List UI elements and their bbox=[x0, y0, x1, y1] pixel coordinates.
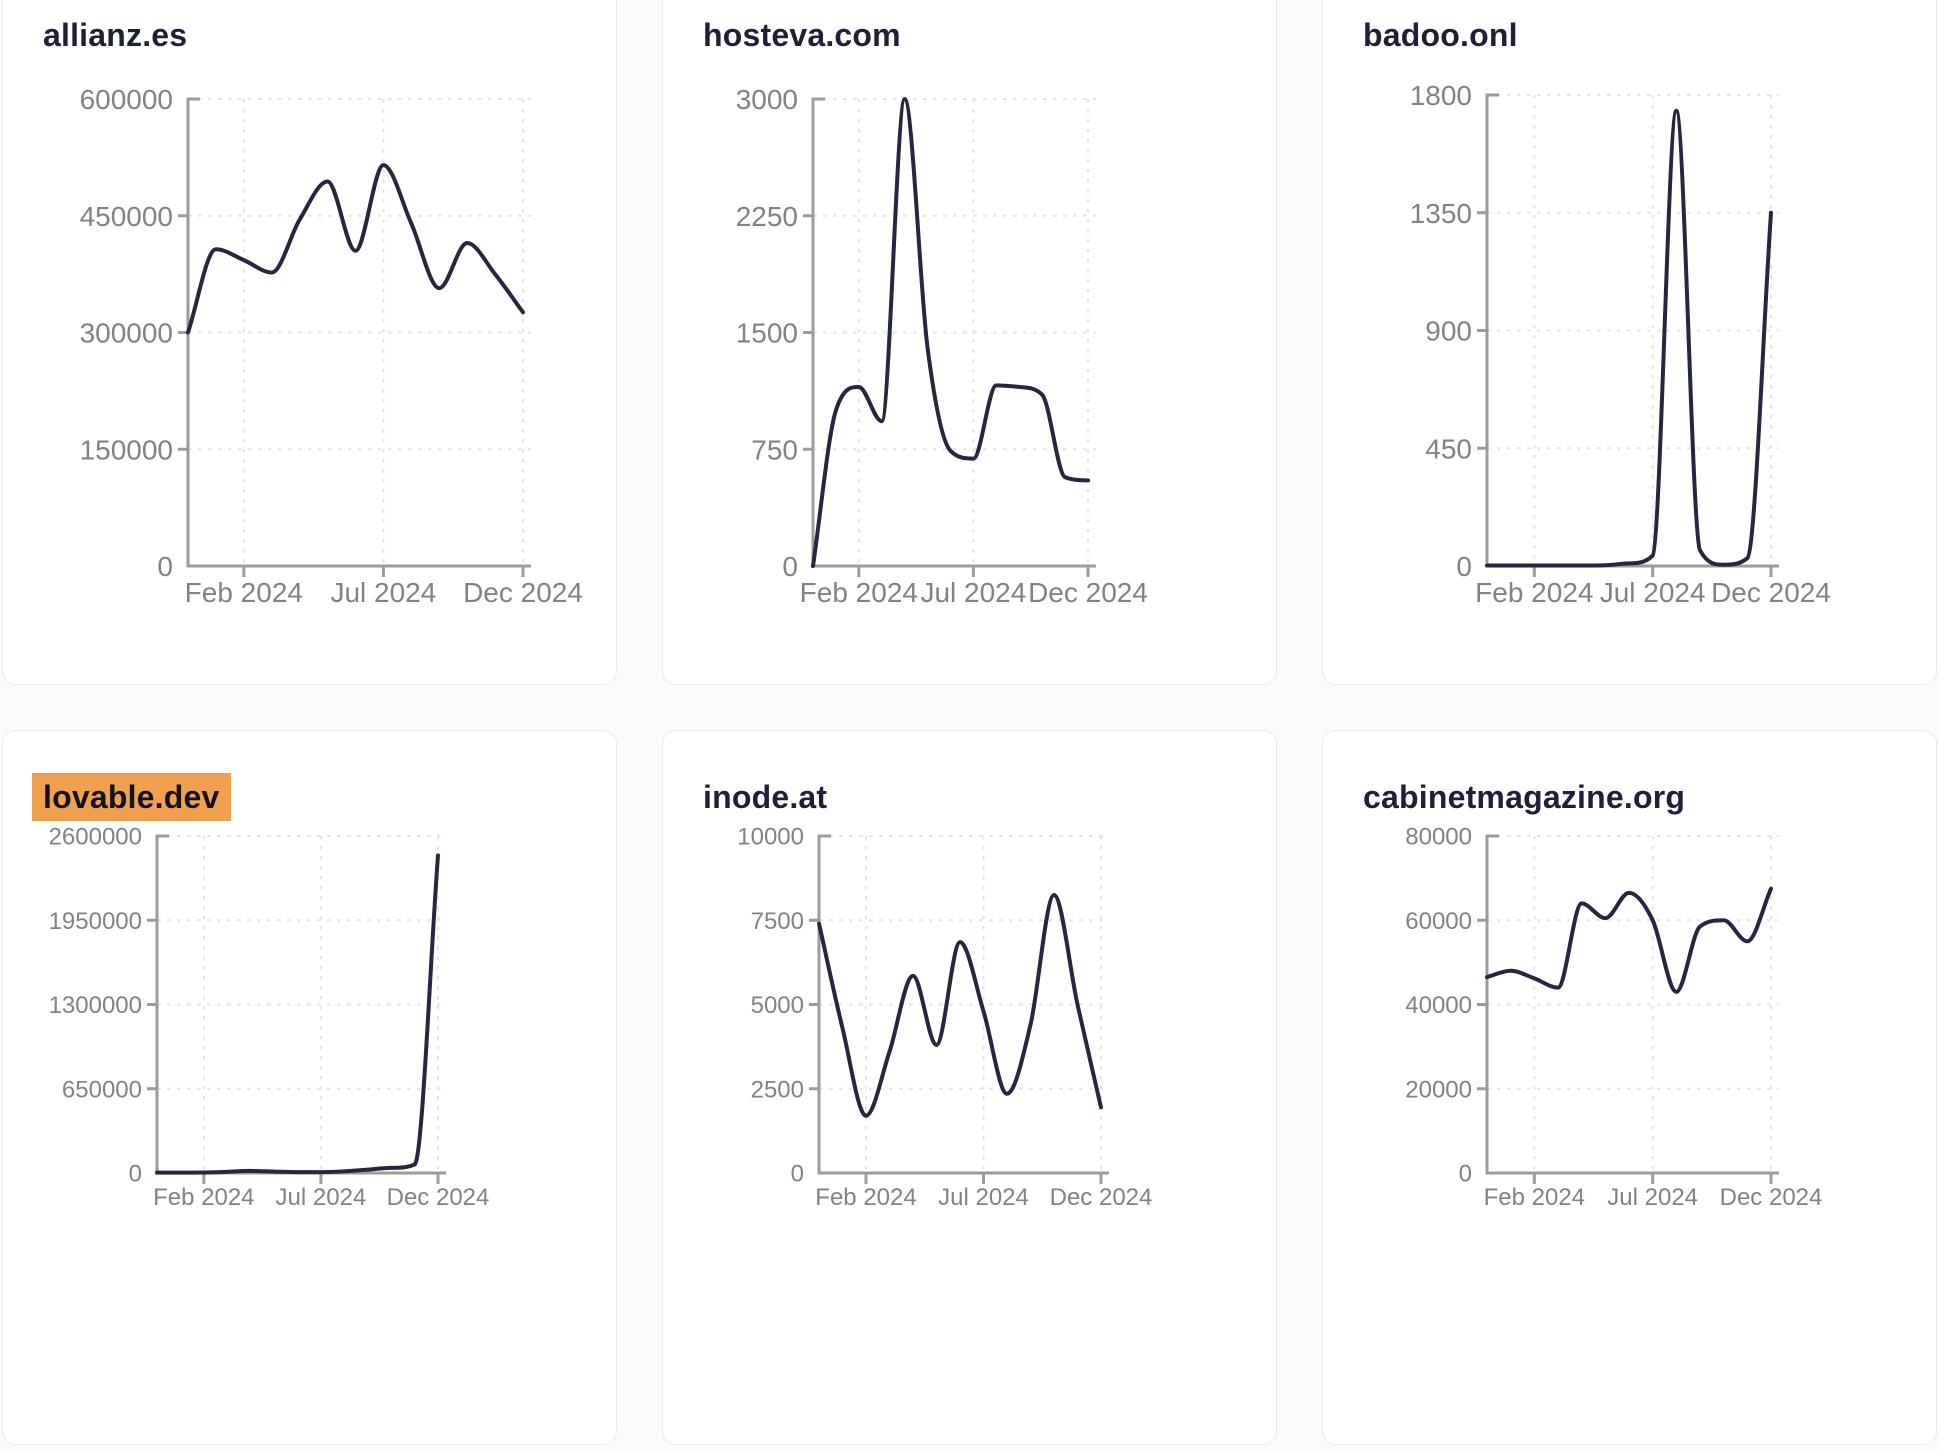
svg-text:Feb 2024: Feb 2024 bbox=[815, 1184, 916, 1211]
svg-text:Feb 2024: Feb 2024 bbox=[1475, 577, 1593, 608]
svg-text:2600000: 2600000 bbox=[49, 824, 142, 851]
svg-text:Jul 2024: Jul 2024 bbox=[1607, 1184, 1698, 1211]
svg-text:10000: 10000 bbox=[737, 824, 804, 851]
traffic-card-hosteva: hosteva.com 0 750 1500 2250 3000 Feb 2024 Jul … bbox=[662, 0, 1277, 685]
svg-text:300000: 300000 bbox=[80, 318, 173, 349]
svg-text:150000: 150000 bbox=[80, 434, 173, 465]
site-domain-label: allianz.es bbox=[43, 17, 188, 53]
svg-text:40000: 40000 bbox=[1405, 992, 1472, 1019]
svg-text:750: 750 bbox=[751, 434, 798, 465]
svg-text:1950000: 1950000 bbox=[49, 908, 142, 935]
svg-text:0: 0 bbox=[157, 551, 173, 582]
site-domain-label: hosteva.com bbox=[703, 17, 901, 53]
traffic-line-chart: 0 650000 1300000 1950000 2600000 Feb 2024 Jul … bbox=[49, 824, 490, 1211]
site-domain-label: cabinetmagazine.org bbox=[1363, 779, 1686, 815]
card-title: cabinetmagazine.org bbox=[1363, 779, 1685, 816]
traffic-line-chart: 0 450 900 1350 1800 Feb 2024 Jul 2024 Dec 2024 bbox=[1410, 80, 1831, 608]
traffic-line-chart: 0 2500 5000 7500 10000 Feb 2024 Jul 2024 Dec 20… bbox=[737, 824, 1153, 1211]
svg-text:Dec 2024: Dec 2024 bbox=[463, 577, 583, 608]
svg-text:Jul 2024: Jul 2024 bbox=[938, 1184, 1029, 1211]
svg-text:Jul 2024: Jul 2024 bbox=[1600, 577, 1706, 608]
svg-text:450000: 450000 bbox=[80, 201, 173, 232]
site-domain-label: badoo.onl bbox=[1363, 17, 1518, 53]
svg-text:1350: 1350 bbox=[1410, 198, 1472, 229]
svg-text:80000: 80000 bbox=[1405, 824, 1472, 851]
svg-text:1300000: 1300000 bbox=[49, 992, 142, 1019]
site-domain-label: inode.at bbox=[703, 779, 828, 815]
svg-text:3000: 3000 bbox=[736, 84, 798, 115]
svg-text:900: 900 bbox=[1425, 316, 1472, 347]
svg-text:0: 0 bbox=[1456, 551, 1472, 582]
svg-text:0: 0 bbox=[791, 1161, 804, 1188]
svg-text:450: 450 bbox=[1425, 433, 1472, 464]
traffic-card-allianz: allianz.es 0 150000 300000 450000 600000 Feb … bbox=[2, 0, 617, 685]
svg-text:Feb 2024: Feb 2024 bbox=[153, 1184, 254, 1211]
svg-text:Dec 2024: Dec 2024 bbox=[1711, 577, 1831, 608]
svg-text:Feb 2024: Feb 2024 bbox=[185, 577, 303, 608]
svg-text:Dec 2024: Dec 2024 bbox=[1720, 1184, 1823, 1211]
site-domain-label-highlighted: lovable.dev bbox=[32, 773, 231, 821]
svg-text:650000: 650000 bbox=[62, 1076, 142, 1103]
svg-text:Jul 2024: Jul 2024 bbox=[330, 577, 436, 608]
svg-text:20000: 20000 bbox=[1405, 1076, 1472, 1103]
svg-text:60000: 60000 bbox=[1405, 908, 1472, 935]
svg-text:1500: 1500 bbox=[736, 318, 798, 349]
card-title: hosteva.com bbox=[703, 17, 901, 54]
card-title: allianz.es bbox=[43, 17, 187, 54]
svg-text:2250: 2250 bbox=[736, 201, 798, 232]
svg-text:600000: 600000 bbox=[80, 84, 173, 115]
traffic-card-lovable: lovable.dev 0 650000 1300000 1950000 2600000… bbox=[2, 730, 617, 1445]
svg-text:0: 0 bbox=[129, 1161, 142, 1188]
svg-text:Dec 2024: Dec 2024 bbox=[1028, 577, 1148, 608]
svg-text:0: 0 bbox=[1459, 1161, 1472, 1188]
svg-text:5000: 5000 bbox=[751, 992, 804, 1019]
svg-text:Dec 2024: Dec 2024 bbox=[387, 1184, 490, 1211]
svg-text:2500: 2500 bbox=[751, 1076, 804, 1103]
traffic-line-chart: 0 750 1500 2250 3000 Feb 2024 Jul 2024 Dec 2024 bbox=[736, 84, 1148, 608]
card-title: lovable.dev bbox=[32, 773, 231, 821]
svg-text:0: 0 bbox=[782, 551, 798, 582]
traffic-card-badoo: badoo.onl 0 450 900 1350 1800 Feb 2024 Jul 202… bbox=[1322, 0, 1937, 685]
svg-text:Dec 2024: Dec 2024 bbox=[1050, 1184, 1153, 1211]
svg-text:Jul 2024: Jul 2024 bbox=[276, 1184, 367, 1211]
svg-text:Feb 2024: Feb 2024 bbox=[800, 577, 918, 608]
card-title: badoo.onl bbox=[1363, 17, 1518, 54]
svg-text:7500: 7500 bbox=[751, 908, 804, 935]
svg-text:1800: 1800 bbox=[1410, 80, 1472, 111]
traffic-card-inode: inode.at 0 2500 5000 7500 10000 Feb 2024 Jul 2… bbox=[662, 730, 1277, 1445]
traffic-card-cabinetmagazine: cabinetmagazine.org 0 20000 40000 60000 8000… bbox=[1322, 730, 1937, 1445]
svg-text:Feb 2024: Feb 2024 bbox=[1484, 1184, 1585, 1211]
card-title: inode.at bbox=[703, 779, 827, 816]
traffic-line-chart: 0 20000 40000 60000 80000 Feb 2024 Jul 2024 Dec… bbox=[1405, 824, 1823, 1211]
svg-text:Jul 2024: Jul 2024 bbox=[920, 577, 1026, 608]
traffic-line-chart: 0 150000 300000 450000 600000 Feb 2024 Jul 202… bbox=[80, 84, 583, 608]
